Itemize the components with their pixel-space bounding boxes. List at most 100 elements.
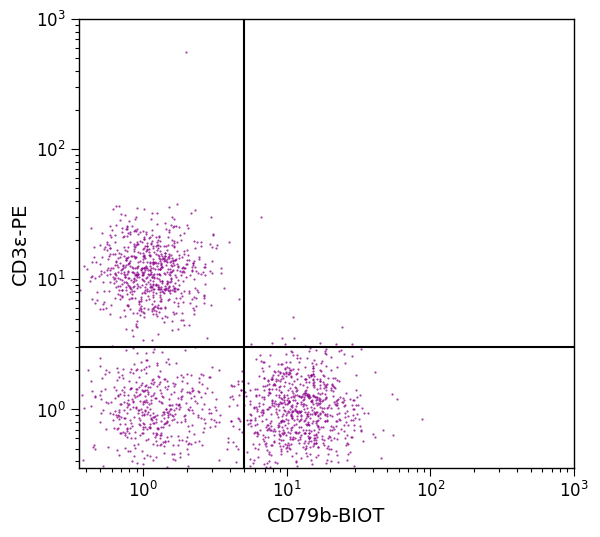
Point [142,296,151,304]
Point [292,383,301,392]
Point [177,268,187,277]
Point [112,260,121,269]
Point [323,444,332,452]
Point [269,437,278,446]
Point [184,462,193,470]
Point [199,424,209,432]
Point [326,365,336,374]
Point [123,302,133,310]
Point [285,432,295,441]
Point [145,423,154,431]
Point [164,252,174,260]
Point [124,268,133,277]
Point [160,288,169,297]
Point [127,262,136,271]
Point [164,401,174,409]
Point [164,253,173,262]
Point [134,270,143,279]
Point [265,419,275,427]
Point [141,247,151,256]
Point [320,346,330,355]
Point [220,284,229,292]
Point [122,225,132,234]
Point [185,389,194,398]
Point [129,287,139,295]
Point [148,258,157,267]
Point [244,466,254,474]
Point [149,388,159,397]
Point [254,402,264,410]
Point [152,241,161,249]
Point [356,345,366,354]
Point [246,416,256,424]
Point [308,369,318,378]
Point [164,226,174,235]
Point [271,397,280,406]
Point [178,264,187,272]
Point [148,380,158,389]
Point [281,369,291,378]
Point [160,252,170,260]
Point [148,391,157,400]
Point [311,417,321,426]
Point [305,343,315,352]
Point [269,380,279,389]
Point [113,254,123,263]
Point [170,256,180,264]
Point [116,210,125,219]
Point [175,453,185,461]
Point [132,271,142,279]
Point [345,395,355,403]
Point [172,237,182,246]
Point [145,280,155,288]
Point [320,395,330,404]
Point [285,384,295,393]
Point [155,441,164,449]
Point [140,397,149,405]
Point [274,427,284,436]
Point [305,410,315,418]
Point [95,390,105,399]
Point [273,367,283,376]
Point [112,375,122,384]
Point [163,437,172,445]
Point [138,336,148,345]
Point [136,405,146,413]
Point [156,297,166,306]
Point [277,411,286,420]
Point [321,382,331,391]
Point [270,368,280,376]
Point [130,282,139,291]
Point [260,382,270,390]
Point [159,255,169,263]
Point [310,409,319,417]
Point [136,304,146,313]
Point [160,420,169,429]
Point [137,429,146,437]
Point [122,301,131,309]
Point [279,390,289,399]
Point [274,438,283,447]
Point [119,267,128,276]
Point [316,376,325,385]
Point [122,278,131,287]
Point [196,238,206,246]
Point [303,412,313,420]
Point [273,489,283,498]
Point [320,410,330,418]
Point [80,262,89,270]
Point [139,252,148,260]
Point [156,250,166,259]
Point [298,402,308,411]
Point [311,345,320,354]
Point [127,294,137,303]
Point [251,355,260,364]
Point [281,411,291,419]
Point [98,304,107,313]
Point [128,397,137,406]
Point [283,407,293,415]
Point [331,340,341,349]
Point [237,376,247,385]
Point [313,417,322,426]
Point [301,419,311,428]
